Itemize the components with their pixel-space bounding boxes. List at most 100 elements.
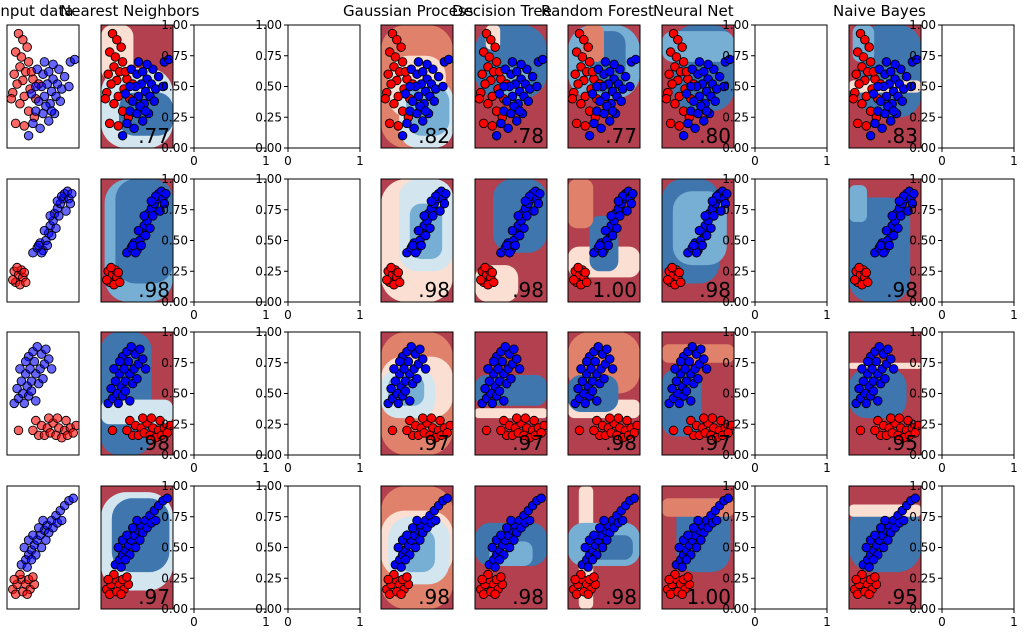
blue-point <box>394 356 405 367</box>
y-tick-label: 0.25 <box>909 571 936 585</box>
blue-point <box>25 364 35 374</box>
red-point <box>383 69 393 79</box>
y-tick-label: 0.00 <box>909 141 936 155</box>
red-point <box>116 42 126 52</box>
red-point <box>854 79 864 89</box>
x-tick-label: 0 <box>938 615 946 629</box>
red-point <box>484 52 495 62</box>
blue-point <box>129 123 139 134</box>
blue-point <box>153 71 164 82</box>
accuracy-score: .83 <box>886 124 918 148</box>
y-tick-label: 0.75 <box>255 356 282 370</box>
y-tick-label: 0.75 <box>255 510 282 524</box>
empty-axes <box>754 485 828 610</box>
panel-r2-c8: .98 <box>661 178 735 303</box>
red-point <box>490 589 500 599</box>
blue-point <box>413 57 424 67</box>
y-tick-label: 1.00 <box>255 325 282 339</box>
y-tick-label: 0.75 <box>161 203 188 217</box>
red-point <box>478 118 489 129</box>
y-tick-label: 0.50 <box>255 541 282 555</box>
panel-r4-c8: 1.00 <box>661 485 735 610</box>
blue-point <box>894 196 905 206</box>
blue-point <box>536 493 546 504</box>
x-tick-label: 1 <box>1010 308 1018 322</box>
red-point <box>573 262 583 273</box>
blue-point <box>592 81 602 92</box>
blue-point <box>420 364 431 374</box>
blue-point <box>69 54 79 65</box>
blue-point <box>422 59 432 70</box>
panel-r1-c4: 0.000.250.500.751.000 1 <box>255 18 364 168</box>
x-tick-label: 1 <box>823 308 831 322</box>
blue-point <box>694 57 705 67</box>
blue-point <box>535 189 545 199</box>
x-tick-label: 0 <box>751 308 759 322</box>
blue-point <box>117 130 128 141</box>
panel-r1-c2: .77 <box>100 24 174 149</box>
blue-point <box>41 344 51 354</box>
blue-point <box>886 66 896 77</box>
red-point <box>12 262 22 273</box>
panel-r3-c6: .97 <box>474 331 548 456</box>
x-tick-label: 0 <box>751 461 759 475</box>
axes-frame <box>567 24 641 149</box>
red-point <box>109 98 119 109</box>
decision-region-2 <box>582 25 604 62</box>
blue-point <box>506 515 516 526</box>
column-title-5: Decision Tree <box>452 2 552 20</box>
red-point <box>675 277 686 288</box>
blue-point <box>162 493 172 504</box>
axes-frame <box>661 331 735 456</box>
red-point <box>393 267 404 278</box>
axes-frame <box>848 178 922 303</box>
blue-point <box>580 542 591 553</box>
blue-point <box>145 223 155 233</box>
blue-point <box>612 223 622 233</box>
blue-point <box>439 198 450 209</box>
blue-point <box>500 342 510 352</box>
blue-point <box>146 196 157 206</box>
red-point <box>605 413 615 423</box>
blue-point <box>51 223 61 233</box>
blue-point <box>512 116 522 126</box>
y-tick-label: 0.75 <box>909 510 936 524</box>
blue-point <box>693 373 703 384</box>
red-point <box>28 572 38 582</box>
blue-point <box>435 206 445 216</box>
blue-point <box>412 515 422 526</box>
blue-point <box>871 356 882 367</box>
blue-point <box>577 376 588 386</box>
axes-frame <box>474 178 548 303</box>
red-point <box>44 413 54 423</box>
blue-point <box>503 123 513 134</box>
blue-point <box>888 230 899 241</box>
blue-point <box>605 354 615 364</box>
red-point <box>68 428 78 438</box>
red-point <box>862 277 873 288</box>
red-point <box>579 35 589 45</box>
red-point <box>486 35 496 45</box>
blue-point <box>41 535 51 545</box>
y-tick-label: 0.75 <box>722 510 749 524</box>
red-point <box>496 425 506 436</box>
blue-point <box>506 373 516 384</box>
blue-point <box>429 96 440 107</box>
red-point <box>870 572 880 582</box>
panel-r3-c2: .98 <box>100 331 174 456</box>
red-point <box>442 428 452 438</box>
blue-point <box>910 493 920 504</box>
blue-point <box>38 373 48 384</box>
panel-r3-c3: 0.00 0.25 0.50 0.75 1.00 0 1 <box>161 325 270 475</box>
axes-frame <box>567 178 641 303</box>
y-tick-label: 0.00 <box>255 602 282 616</box>
x-tick-label: 1 <box>262 154 270 168</box>
blue-point <box>402 530 412 540</box>
blue-point <box>488 356 499 367</box>
axes-frame <box>100 331 174 456</box>
blue-point <box>403 356 414 367</box>
blue-point <box>584 130 595 141</box>
panel-r3-c4: 0.000.250.500.751.000 1 <box>255 325 364 475</box>
axes-frame <box>848 24 922 149</box>
